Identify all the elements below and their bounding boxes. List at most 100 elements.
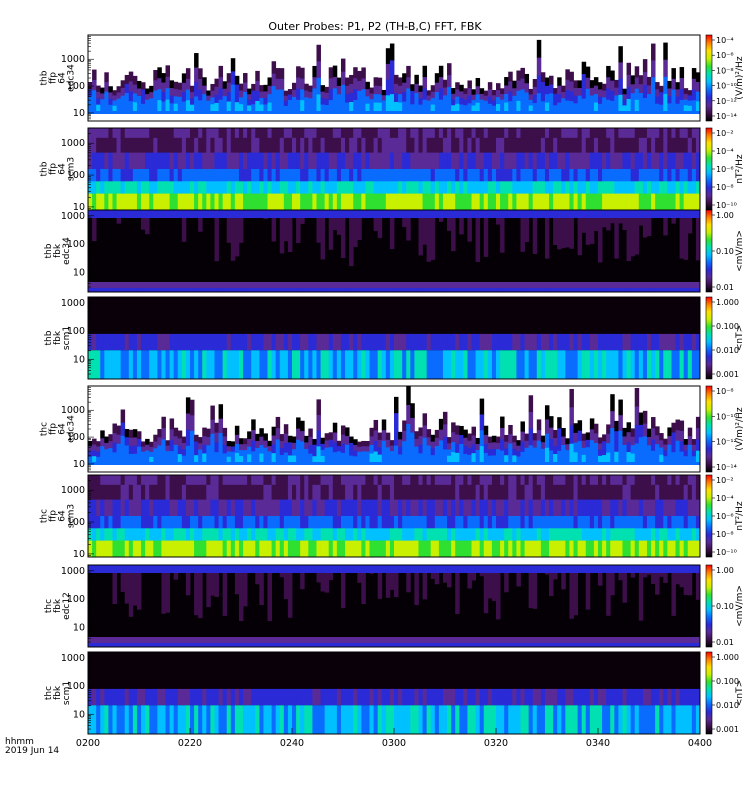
colorbar-tick-label: 10⁻⁸ xyxy=(716,66,734,75)
colorbar-tick-label: 10⁻⁸ xyxy=(716,530,734,539)
colorbar: 1.00 0.10 0.01 <mV/m> xyxy=(705,564,745,648)
y-tick-label: 100 xyxy=(67,594,85,605)
colorbar-tick-label: 0.01 xyxy=(716,283,734,292)
colorbar-title: nT²/Hz xyxy=(735,501,745,531)
colorbar-tick-label: 10⁻⁴ xyxy=(716,36,734,45)
y-tick-label: 100 xyxy=(67,170,85,181)
colorbar-title: (V/m)²/Hz xyxy=(735,407,745,450)
colorbar: 1.00 0.10 0.01 <mV/m> xyxy=(705,209,745,293)
spectrogram-image xyxy=(88,565,700,647)
colorbar-tick-label: 1.00 xyxy=(716,566,734,575)
colorbar-tick-label: 0.010 xyxy=(716,701,739,710)
colorbar-tick-label: 10⁻¹⁴ xyxy=(716,112,737,121)
y-tick-label: 10 xyxy=(73,549,85,560)
y-tick-label: 1000 xyxy=(61,298,85,309)
y-tick-label: 10 xyxy=(73,108,85,119)
y-tick-label: 10 xyxy=(73,622,85,633)
spectrogram-image xyxy=(88,128,700,210)
colorbar-tick-label: 10⁻¹⁰ xyxy=(716,82,737,91)
colorbar-tick-label: 10⁻¹⁰ xyxy=(716,412,737,421)
colorbar-title: <nT> xyxy=(735,680,745,706)
colorbar: 10⁻⁴ 10⁻⁶ 10⁻⁸ 10⁻¹⁰ 10⁻¹² 10⁻¹⁴ (V/m)²/Hz xyxy=(705,34,745,122)
colorbar-tick-label: 10⁻⁸ xyxy=(716,183,734,192)
colorbar-tick-label: 0.010 xyxy=(716,346,739,355)
panel-label: thbffp64scm3 xyxy=(40,157,77,181)
y-tick-label: 100 xyxy=(67,432,85,443)
y-tick-label: 1000 xyxy=(61,211,85,222)
colorbar-tick-label: 0.01 xyxy=(716,638,734,647)
colorbar-tick-label: 0.10 xyxy=(716,602,734,611)
spectrogram-image xyxy=(88,386,700,472)
colorbar: 1.000 0.100 0.010 0.001 <nT> xyxy=(705,651,745,735)
y-tick-label: 100 xyxy=(67,517,85,528)
x-tick-label: 0220 xyxy=(178,738,202,749)
colorbar: 10⁻² 10⁻⁴ 10⁻⁶ 10⁻⁸ 10⁻¹⁰ nT²/Hz xyxy=(705,474,745,558)
colorbar-tick-label: 10⁻⁶ xyxy=(716,512,734,521)
panel-thb-ffp-64-edc34: 100010010thbffp64edc3410⁻⁴10⁻⁶10⁻⁸10⁻¹⁰1… xyxy=(40,34,745,122)
x-tick-label: 0400 xyxy=(688,738,712,749)
colorbar-title: (V/m)²/Hz xyxy=(735,56,745,99)
colorbar-tick-label: 10⁻² xyxy=(716,129,734,138)
colorbar-tick-label: 10⁻¹⁰ xyxy=(716,201,737,210)
colorbar-tick-label: 0.10 xyxy=(716,247,734,256)
colorbar-tick-label: 10⁻¹⁰ xyxy=(716,548,737,557)
spectrogram-image xyxy=(88,652,700,734)
x-tick-label: 0300 xyxy=(382,738,406,749)
colorbar-tick-label: 1.000 xyxy=(716,298,739,307)
colorbar-tick-label: 10⁻⁴ xyxy=(716,494,734,503)
colorbar-title: <mV/m> xyxy=(735,585,745,627)
date-label: 2019 Jun 14 xyxy=(5,746,60,756)
colorbar-tick-label: 10⁻¹² xyxy=(716,97,737,106)
y-tick-label: 10 xyxy=(73,354,85,365)
colorbar-tick-label: 0.100 xyxy=(716,322,739,331)
y-tick-label: 10 xyxy=(73,267,85,278)
y-tick-label: 1000 xyxy=(61,138,85,149)
panel-label: thbfbkedc34 xyxy=(44,237,72,265)
y-tick-label: 1000 xyxy=(61,653,85,664)
x-tick-label: 0240 xyxy=(280,738,304,749)
panel-label: thbffp64edc34 xyxy=(40,64,77,92)
panel-label: thcfbkedc12 xyxy=(44,592,72,620)
y-tick-label: 10 xyxy=(73,202,85,213)
colorbar-tick-label: 0.001 xyxy=(716,370,739,379)
colorbar-title: <nT> xyxy=(735,325,745,351)
colorbar-title: <mV/m> xyxy=(735,230,745,272)
colorbar-tick-label: 10⁻⁶ xyxy=(716,51,734,60)
colorbar-tick-label: 1.00 xyxy=(716,211,734,220)
panel-label: thcffp64scm3 xyxy=(40,504,77,528)
spectrogram-image xyxy=(88,210,700,292)
y-tick-label: 100 xyxy=(67,326,85,337)
colorbar-tick-label: 10⁻² xyxy=(716,476,734,485)
colorbar-tick-label: 10⁻¹⁴ xyxy=(716,463,737,472)
y-tick-label: 10 xyxy=(73,459,85,470)
colorbar-tick-label: 0.001 xyxy=(716,725,739,734)
panel-thb-ffp-64-scm3: 100010010thbffp64scm310⁻²10⁻⁴10⁻⁶10⁻⁸10⁻… xyxy=(40,127,745,213)
panel-thc-ffp-64-edc34: 1000 100 10 thcffp64edc34 10⁻⁸ 10⁻¹⁰ 10⁻¹² 10⁻¹… xyxy=(40,385,745,473)
colorbar: 10⁻⁸ 10⁻¹⁰ 10⁻¹² 10⁻¹⁴ (V/m)²/Hz xyxy=(705,385,745,473)
time-axis-unit-label: hhmm xyxy=(5,737,34,747)
colorbar-tick-label: 10⁻¹² xyxy=(716,438,737,447)
spectrogram-image xyxy=(88,475,700,557)
x-tick-label: 0320 xyxy=(484,738,508,749)
spectrogram-image xyxy=(88,35,700,121)
colorbar-tick-label: 1.000 xyxy=(716,653,739,662)
x-tick-label: 0200 xyxy=(76,738,100,749)
y-tick-label: 1000 xyxy=(61,54,85,65)
y-tick-label: 1000 xyxy=(61,566,85,577)
y-tick-label: 1000 xyxy=(61,485,85,496)
panel-thc-ffp-64-scm3: 100010010thcffp64scm310⁻²10⁻⁴10⁻⁶10⁻⁸10⁻… xyxy=(40,474,745,560)
y-tick-label: 10 xyxy=(73,709,85,720)
spectrogram-image xyxy=(88,297,700,379)
colorbar-tick-label: 10⁻⁸ xyxy=(716,387,734,396)
x-tick-label: 0340 xyxy=(586,738,610,749)
colorbar-tick-label: 0.100 xyxy=(716,677,739,686)
panel-label: thbfbkscm1 xyxy=(44,326,72,350)
panel-label: thcfbkscm1 xyxy=(44,681,72,705)
colorbar-tick-label: 10⁻⁶ xyxy=(716,165,734,174)
y-tick-label: 100 xyxy=(67,239,85,250)
figure-title: Outer Probes: P1, P2 (TH-B,C) FFT, FBK xyxy=(268,20,482,33)
